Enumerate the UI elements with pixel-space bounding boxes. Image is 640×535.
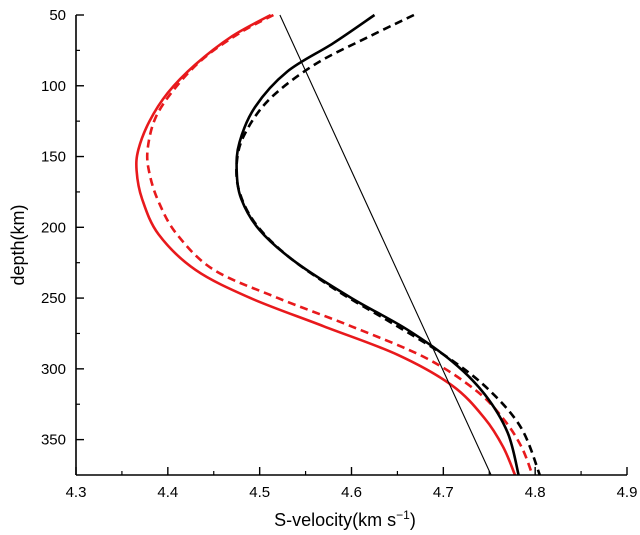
y-axis-title: depth(km) [8, 204, 28, 285]
y-tick-label: 150 [41, 149, 66, 166]
x-tick-label: 4.6 [341, 484, 362, 501]
x-axis-title: S-velocity(km s−1) [274, 508, 416, 530]
y-tick-label: 100 [41, 78, 66, 95]
series-line-5 [279, 14, 492, 476]
x-axis-title-sup: −1 [396, 508, 410, 522]
series-line-4 [235, 13, 542, 476]
x-axis-title-main: S-velocity(km s [274, 510, 396, 530]
y-tick-label: 350 [41, 432, 66, 449]
x-axis-title-end: ) [410, 510, 416, 530]
plot-lines [135, 13, 542, 476]
y-tick-label: 50 [49, 7, 66, 24]
series-line-2 [145, 13, 534, 476]
x-tick-label: 4.7 [433, 484, 454, 501]
y-tick-label: 300 [41, 361, 66, 378]
x-tick-label: 4.9 [617, 484, 638, 501]
series-line-3 [235, 13, 520, 476]
x-tick-label: 4.5 [249, 484, 270, 501]
axes [75, 14, 628, 476]
x-tick-label: 4.3 [66, 484, 87, 501]
x-tick-label: 4.8 [525, 484, 546, 501]
x-tick-label: 4.4 [157, 484, 178, 501]
y-tick-label: 200 [41, 219, 66, 236]
series-line-1 [135, 13, 517, 476]
tick-labels: 4.3 4.4 4.5 4.6 4.7 4.8 4.9 50 100 150 200 250 300 35… [41, 7, 637, 501]
y-tick-label: 250 [41, 290, 66, 307]
